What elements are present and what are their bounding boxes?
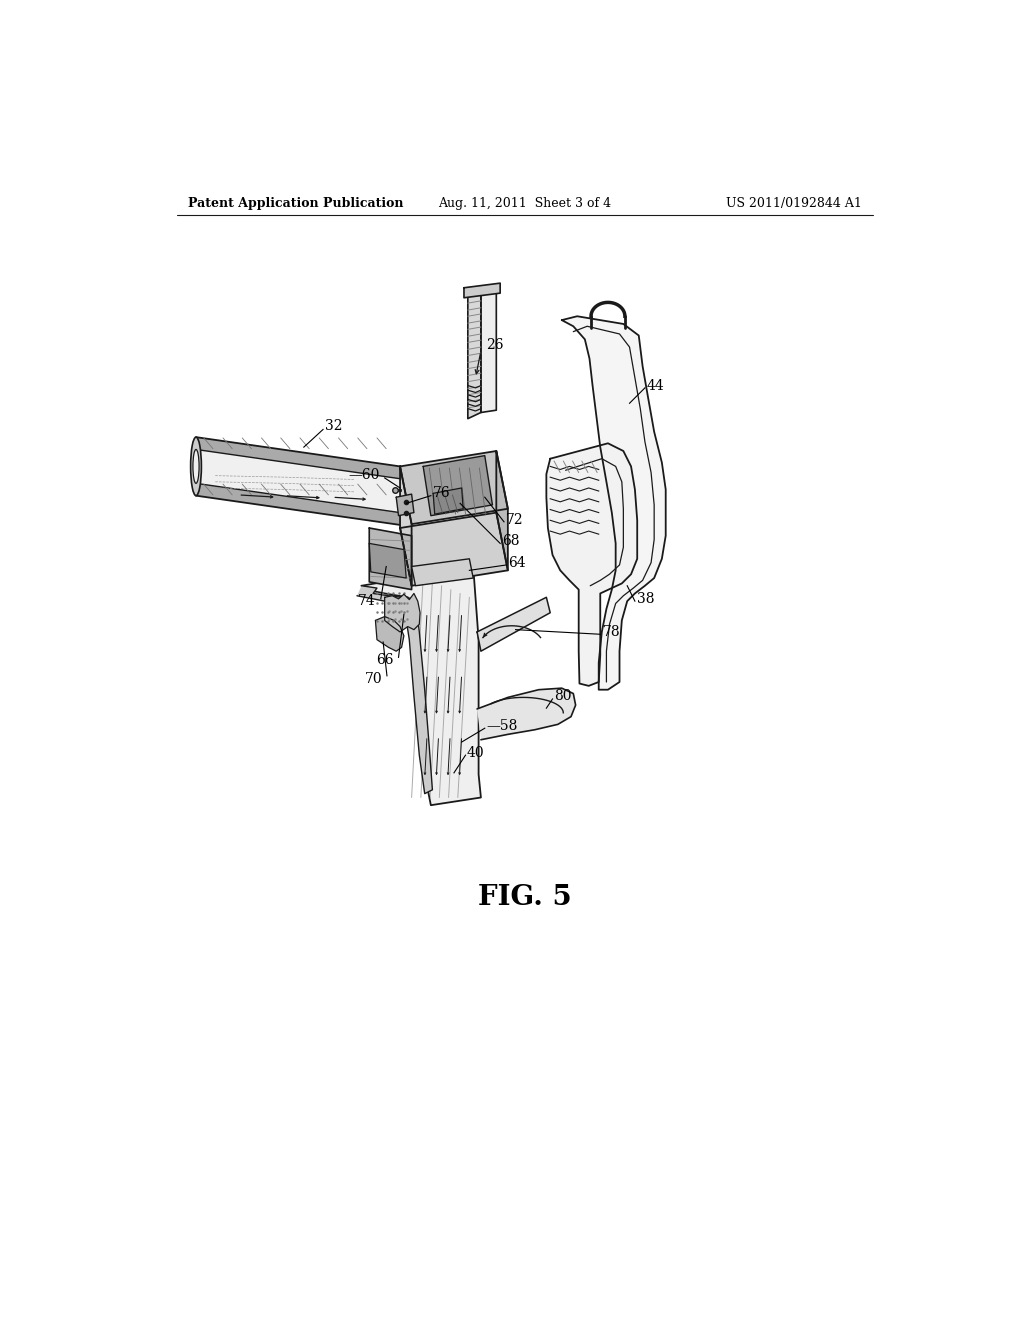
Text: 64: 64 <box>508 556 525 570</box>
Polygon shape <box>423 455 493 516</box>
Text: —58: —58 <box>486 719 518 733</box>
Polygon shape <box>562 317 666 689</box>
Text: 26: 26 <box>486 338 504 351</box>
Polygon shape <box>468 288 481 418</box>
Text: 72: 72 <box>506 512 523 527</box>
Polygon shape <box>196 483 400 525</box>
Text: 74: 74 <box>357 594 376 609</box>
Text: 70: 70 <box>365 672 382 686</box>
Polygon shape <box>196 437 400 479</box>
Polygon shape <box>477 598 550 651</box>
Polygon shape <box>547 444 637 686</box>
Polygon shape <box>400 451 508 524</box>
Polygon shape <box>370 544 407 578</box>
Ellipse shape <box>190 437 202 496</box>
Polygon shape <box>370 528 412 590</box>
Polygon shape <box>433 488 463 515</box>
Text: Patent Application Publication: Patent Application Publication <box>188 197 403 210</box>
Polygon shape <box>464 284 500 298</box>
Polygon shape <box>376 616 403 651</box>
Text: 44: 44 <box>646 379 665 392</box>
Polygon shape <box>385 594 420 632</box>
Text: 78: 78 <box>602 624 621 639</box>
Polygon shape <box>481 285 497 412</box>
Text: 32: 32 <box>326 420 343 433</box>
Text: 66: 66 <box>377 653 394 668</box>
Polygon shape <box>396 494 414 516</box>
Text: —60: —60 <box>348 467 379 482</box>
Polygon shape <box>412 558 473 586</box>
Text: 80: 80 <box>554 689 571 702</box>
Text: Aug. 11, 2011  Sheet 3 of 4: Aug. 11, 2011 Sheet 3 of 4 <box>438 197 611 210</box>
Polygon shape <box>357 586 432 793</box>
Polygon shape <box>400 466 412 586</box>
Polygon shape <box>477 688 575 739</box>
Text: US 2011/0192844 A1: US 2011/0192844 A1 <box>726 197 862 210</box>
Polygon shape <box>497 451 508 570</box>
Text: 68: 68 <box>502 535 519 548</box>
Polygon shape <box>196 437 400 525</box>
Text: 76: 76 <box>432 486 450 500</box>
Polygon shape <box>361 566 481 805</box>
Ellipse shape <box>193 449 199 483</box>
Text: 38: 38 <box>637 591 654 606</box>
Text: FIG. 5: FIG. 5 <box>478 884 571 911</box>
Polygon shape <box>400 512 508 586</box>
Text: 40: 40 <box>467 746 484 760</box>
